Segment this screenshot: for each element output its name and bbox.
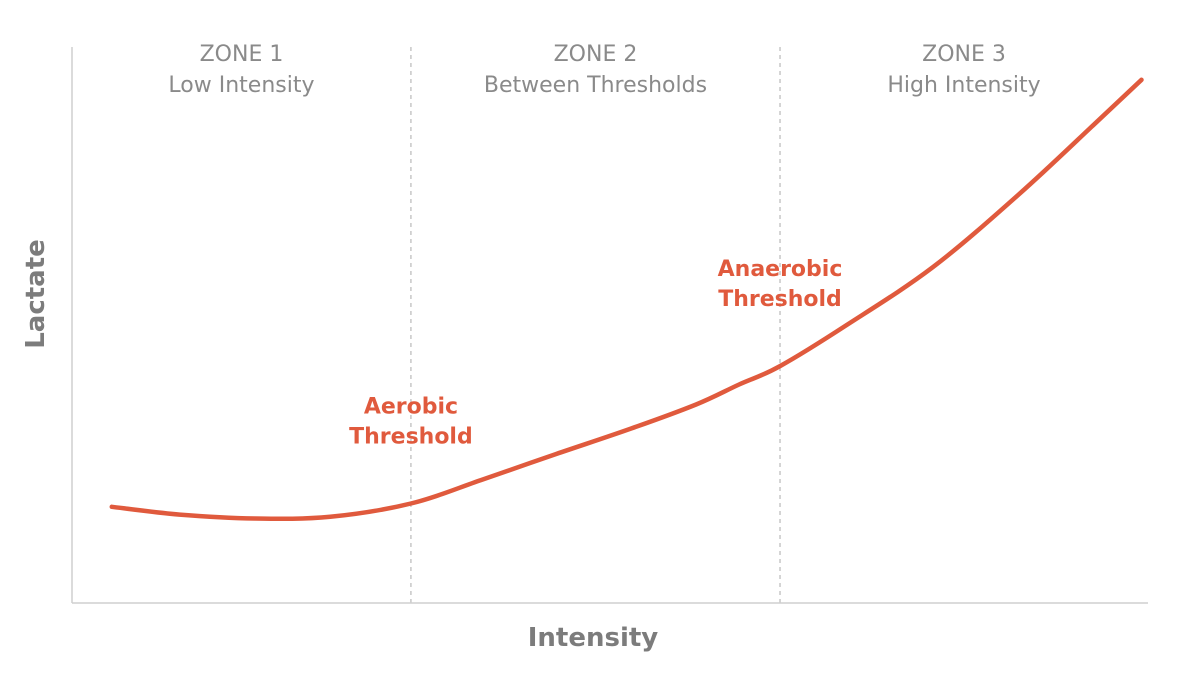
zone-1-subtitle: Low Intensity: [168, 73, 314, 98]
zone-3-subtitle: High Intensity: [887, 73, 1040, 98]
zone-2-title: ZONE 2: [554, 42, 638, 67]
zone-3-title: ZONE 3: [922, 42, 1006, 67]
y-axis-label: Lactate: [21, 239, 51, 349]
threshold-2-label-line-1: Anaerobic: [718, 257, 843, 282]
x-axis-label: Intensity: [528, 623, 659, 653]
threshold-1-label-line-2: Threshold: [349, 424, 473, 449]
threshold-2-label-line-2: Threshold: [718, 287, 842, 312]
threshold-annotations: Aerobic Threshold Anaerobic Threshold: [349, 257, 842, 449]
lactate-curve: [109, 77, 1144, 522]
zone-1-title: ZONE 1: [200, 42, 284, 67]
zone-labels: ZONE 1 Low Intensity ZONE 2 Between Thresho…: [168, 42, 1040, 98]
zone-dividers: [410, 47, 781, 603]
threshold-1-label-line-1: Aerobic: [364, 394, 458, 419]
series-layer: [109, 77, 1144, 522]
axes: [71, 47, 1148, 604]
zone-2-subtitle: Between Thresholds: [484, 73, 707, 98]
